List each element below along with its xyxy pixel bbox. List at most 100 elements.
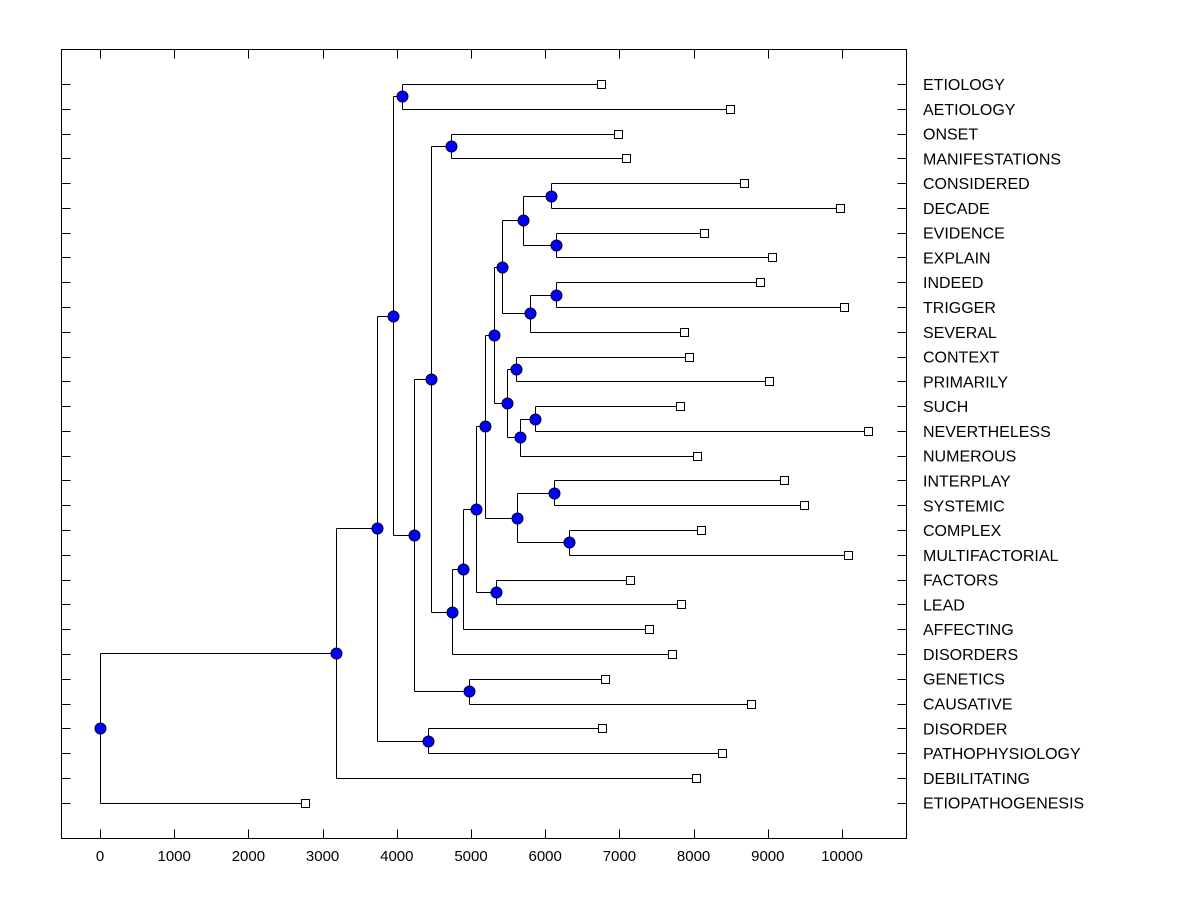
leaf-marker [692,774,701,783]
leaf-marker [626,576,635,585]
cluster-node [550,289,563,302]
cluster-node [479,420,492,433]
x-tick-label: 6000 [529,848,562,865]
cluster-node [563,536,576,549]
leaf-label: PATHOPHYSIOLOGY [923,746,1081,763]
cluster-node [517,214,530,227]
leaf-label: GENETICS [923,672,1005,689]
leaf-label: NUMEROUS [923,449,1016,466]
leaf-marker [864,427,873,436]
leaf-marker [601,675,610,684]
leaf-label: CONTEXT [923,350,1000,367]
cluster-node [422,735,435,748]
leaf-labels: ETIOLOGY AETIOLOGY ONSET MANIFESTATIONS CONS… [923,77,1084,813]
cluster-node [514,431,527,444]
cluster-node [446,606,459,619]
leaf-marker [622,154,631,163]
leaf-label: DEBILITATING [923,771,1030,788]
leaf-marker [680,328,689,337]
leaf-marker [780,476,789,485]
cluster-node [94,722,107,735]
leaf-label: AETIOLOGY [923,102,1016,119]
leaf-label: DECADE [923,201,990,218]
cluster-node [457,563,470,576]
leaf-label: INDEED [923,275,983,292]
leaf-label: SYSTEMIC [923,498,1005,515]
leaf-label: TRIGGER [923,300,996,317]
x-tick-label: 3000 [306,848,339,865]
cluster-node [371,522,384,535]
leaf-label: DISORDER [923,721,1007,738]
cluster-node [511,512,524,525]
leaf-label: MULTIFACTORIAL [923,548,1059,565]
cluster-node [545,190,558,203]
leaf-label: ETIOLOGY [923,77,1005,94]
cluster-node [550,239,563,252]
cluster-node [524,307,537,320]
cluster-node [445,140,458,153]
axis-ticks [61,49,907,839]
x-tick-label: 4000 [380,848,413,865]
x-axis-tick-labels: 0 1000 2000 3000 4000 5000 6000 7000 8000 9000 100… [96,848,863,865]
leaf-label: AFFECTING [923,622,1014,639]
leaf-marker [645,625,654,634]
x-tick-label: 10000 [821,848,863,865]
cluster-node [529,413,542,426]
cluster-node [425,373,438,386]
cluster-node [396,90,409,103]
leaf-marker [697,526,706,535]
leaf-label: PRIMARILY [923,374,1008,391]
cluster-node [548,487,561,500]
leaf-marker [597,80,606,89]
x-tick-label: 5000 [454,848,487,865]
leaf-marker [726,105,735,114]
leaf-marker [756,278,765,287]
cluster-node [387,310,400,323]
leaf-label: FACTORS [923,573,998,590]
leaf-marker [598,724,607,733]
leaf-marker [685,353,694,362]
leaf-marker [768,253,777,262]
x-tick-label: 0 [96,848,104,865]
leaf-label: ETIOPATHOGENESIS [923,796,1084,813]
x-tick-label: 7000 [603,848,636,865]
leaf-label: CAUSATIVE [923,697,1013,714]
dendrogram-branches [100,84,868,804]
leaf-marker [718,749,727,758]
leaf-label: ONSET [923,127,978,144]
cluster-node [496,261,509,274]
leaf-label: EVIDENCE [923,226,1005,243]
leaf-marker [301,799,310,808]
leaf-label: DISORDERS [923,647,1018,664]
leaf-markers [301,80,873,808]
cluster-node [330,647,343,660]
cluster-node [510,363,523,376]
x-tick-label: 9000 [751,848,784,865]
cluster-node [490,586,503,599]
x-tick-label: 1000 [158,848,191,865]
leaf-label: SUCH [923,399,968,416]
leaf-label: SEVERAL [923,325,997,342]
x-tick-label: 8000 [677,848,710,865]
cluster-node [408,529,421,542]
leaf-marker [676,402,685,411]
cluster-node [470,503,483,516]
leaf-marker [693,452,702,461]
leaf-marker [747,700,756,709]
leaf-marker [836,204,845,213]
leaf-marker [840,303,849,312]
leaf-label: MANIFESTATIONS [923,151,1061,168]
leaf-marker [800,501,809,510]
leaf-label: COMPLEX [923,523,1002,540]
leaf-marker [844,551,853,560]
leaf-label: CONSIDERED [923,176,1030,193]
leaf-marker [765,377,774,386]
node-markers [94,90,576,748]
leaf-marker [740,179,749,188]
leaf-label: LEAD [923,597,965,614]
plot-frame [61,49,907,839]
leaf-marker [668,650,677,659]
leaf-marker [614,130,623,139]
leaf-label: NEVERTHELESS [923,424,1051,441]
